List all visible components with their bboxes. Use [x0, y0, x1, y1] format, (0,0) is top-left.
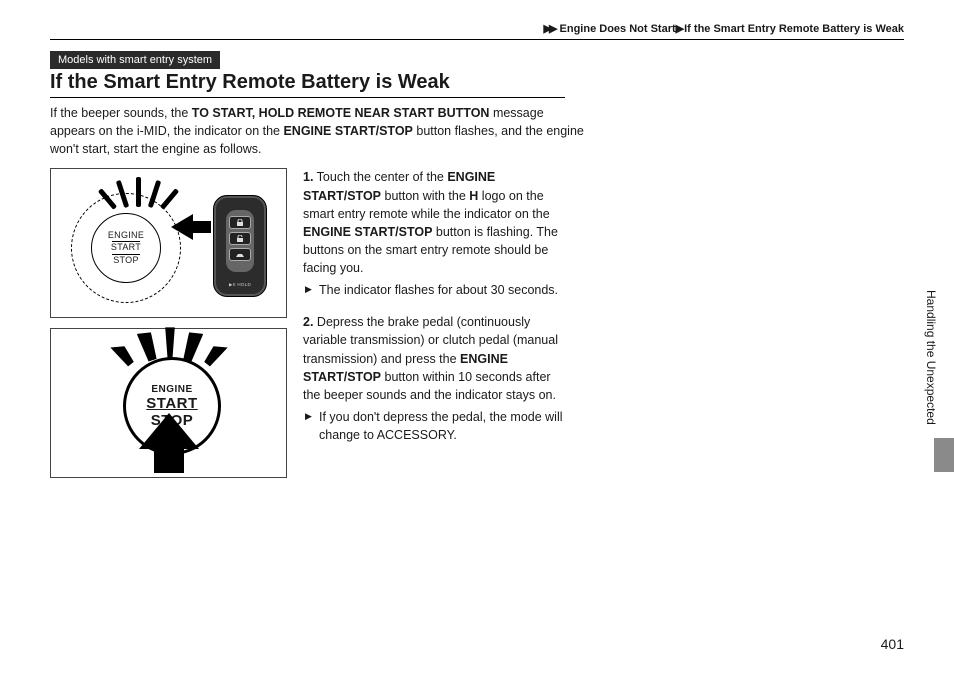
content-row: ENGINE START STOP ▶II HOLD [50, 168, 904, 488]
figure-press-button: ENGINE START STOP [50, 328, 287, 478]
s1f: ENGINE START/STOP [303, 225, 432, 239]
side-section-label: Handling the Unexpected [924, 290, 938, 425]
fob-unlock-icon [229, 232, 251, 245]
step2-sub: If you don't depress the pedal, the mode… [303, 408, 568, 444]
remote-fob-icon: ▶II HOLD [213, 195, 267, 297]
s1a: Touch the center of the [313, 170, 447, 184]
figures-column: ENGINE START STOP ▶II HOLD [50, 168, 285, 488]
page-title: If the Smart Entry Remote Battery is Wea… [50, 71, 565, 98]
figure-remote-touch: ENGINE START STOP ▶II HOLD [50, 168, 287, 318]
s1d: H [469, 189, 478, 203]
up-arrow-stem-icon [154, 447, 184, 473]
intro-paragraph: If the beeper sounds, the TO START, HOLD… [50, 104, 590, 158]
fob-hold-label: ▶II HOLD [229, 282, 251, 288]
breadcrumb: ▶▶ Engine Does Not Start▶If the Smart En… [50, 22, 904, 39]
fob-trunk-icon [229, 248, 251, 261]
steps-column: 1. Touch the center of the ENGINE START/… [303, 168, 568, 488]
breadcrumb-sub: If the Smart Entry Remote Battery is Wea… [684, 23, 904, 35]
side-tab [934, 438, 954, 472]
top-rule [50, 39, 904, 40]
intro-bold2: ENGINE START/STOP [283, 124, 412, 138]
btn-l3: STOP [108, 256, 144, 266]
engine-button-icon: ENGINE START STOP [91, 213, 161, 283]
step2-num: 2. [303, 315, 313, 329]
step1-num: 1. [303, 170, 313, 184]
btn-l1: ENGINE [108, 231, 144, 241]
step-1: 1. Touch the center of the ENGINE START/… [303, 168, 568, 299]
breadcrumb-arrows: ▶▶ [544, 23, 555, 35]
btn-l2: START [108, 243, 144, 253]
s2a: Depress the brake pedal (continuously va… [303, 315, 558, 365]
up-arrow-icon [139, 413, 199, 449]
intro-bold1: TO START, HOLD REMOTE NEAR START BUTTON [192, 106, 490, 120]
intro-t1: If the beeper sounds, the [50, 106, 192, 120]
big-l1: ENGINE [146, 384, 197, 395]
page-number: 401 [881, 636, 904, 652]
step-2: 2. Depress the brake pedal (continuously… [303, 313, 568, 444]
page: ▶▶ Engine Does Not Start▶If the Smart En… [50, 22, 904, 652]
fob-lock-icon [229, 216, 251, 229]
breadcrumb-sep: ▶ [676, 23, 684, 35]
engine-button-label: ENGINE START STOP [108, 231, 144, 267]
s1c: button with the [381, 189, 469, 203]
big-l2: START [146, 395, 197, 412]
arrow-left-icon [171, 214, 193, 240]
step1-sub: The indicator flashes for about 30 secon… [303, 281, 568, 299]
model-tag: Models with smart entry system [50, 51, 220, 69]
breadcrumb-section: Engine Does Not Start [560, 23, 676, 35]
arrow-stem-icon [191, 221, 211, 233]
